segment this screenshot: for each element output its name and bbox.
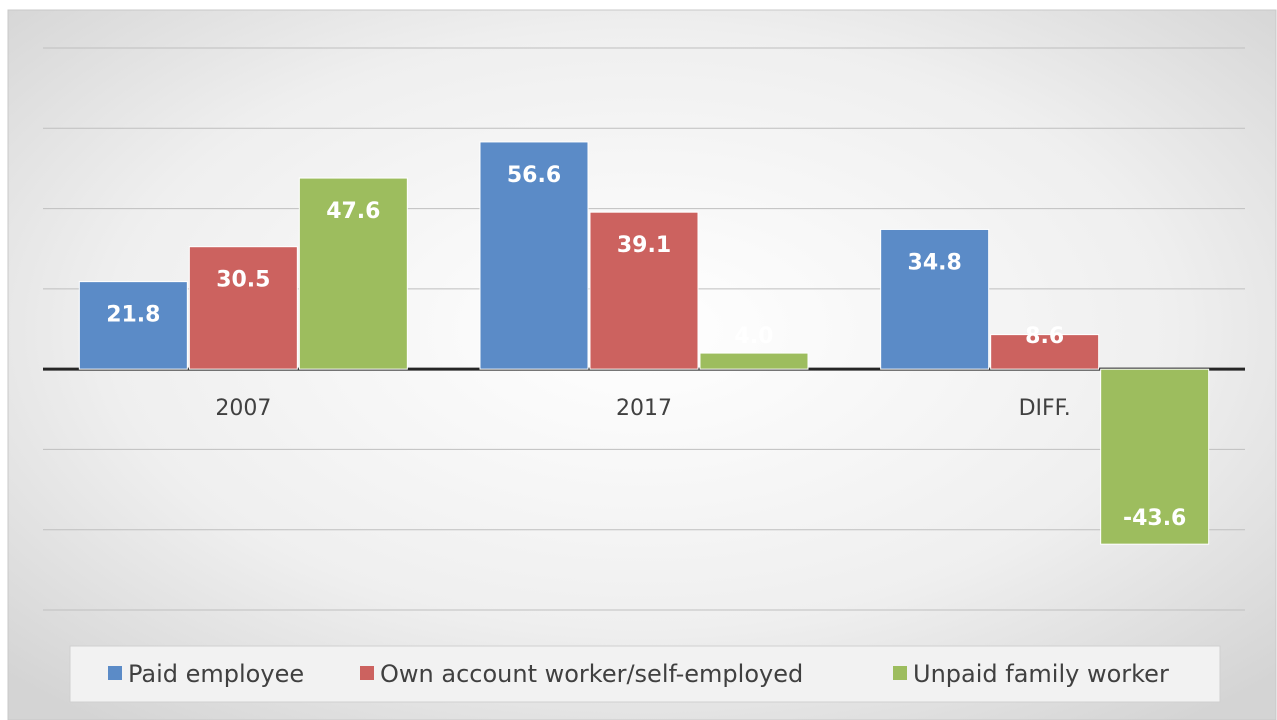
legend-label: Unpaid family worker: [913, 660, 1169, 688]
data-label: 34.8: [908, 250, 962, 275]
bar: [78, 281, 188, 370]
bar: [990, 334, 1100, 370]
bar: [699, 352, 809, 370]
bar: [188, 246, 298, 370]
legend-swatch: [893, 666, 907, 680]
data-label: 56.6: [507, 163, 561, 188]
legend-swatch: [360, 666, 374, 680]
data-label: 39.1: [617, 233, 671, 258]
bar: [880, 228, 990, 370]
data-label: -43.6: [1123, 506, 1186, 531]
legend-box: [69, 645, 1221, 703]
x-tick-label: DIFF.: [1019, 396, 1071, 421]
bar: [1100, 368, 1210, 545]
data-label: 47.6: [326, 199, 380, 224]
legend-label: Paid employee: [128, 660, 304, 688]
bar: [479, 141, 589, 370]
bar: [298, 177, 408, 370]
bar: [589, 211, 699, 370]
x-tick-label: 2007: [215, 396, 271, 421]
data-label: 8.6: [1025, 324, 1064, 349]
x-tick-label: 2017: [616, 396, 672, 421]
data-label: 30.5: [216, 268, 270, 293]
legend-label: Own account worker/self-employed: [380, 660, 803, 688]
legend-swatch: [108, 666, 122, 680]
data-label: 4.0: [735, 324, 774, 349]
data-label: 21.8: [106, 303, 160, 328]
